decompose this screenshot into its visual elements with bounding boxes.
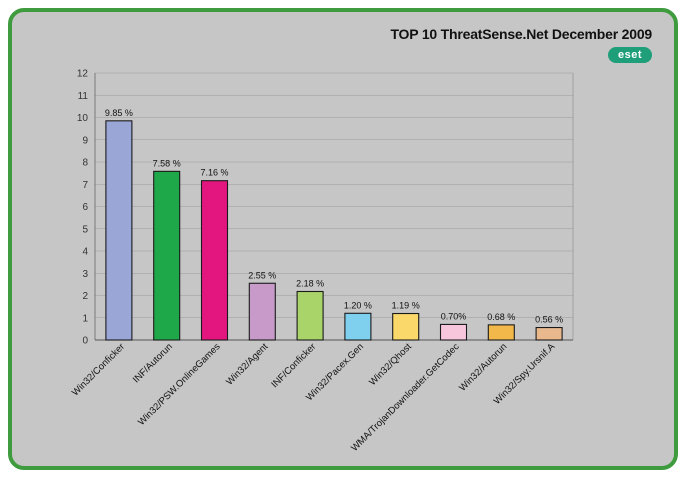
bar-value-label: 7.58 %: [153, 158, 181, 168]
x-tick-label: INF/Conficker: [269, 341, 318, 390]
bar-value-label: 2.55 %: [248, 270, 276, 280]
bar: [105, 120, 133, 341]
bar-value-label: 0.70%: [441, 311, 467, 321]
bar-value-label: 2.18 %: [296, 278, 324, 288]
bar: [344, 312, 372, 341]
bar: [487, 324, 515, 341]
y-tick-label: 2: [82, 291, 88, 302]
bar: [535, 326, 563, 341]
eset-logo: eset: [608, 47, 652, 63]
bar: [296, 290, 324, 341]
bar-value-label: 0.56 %: [535, 315, 563, 325]
x-tick-label: Win32/Qhost: [367, 341, 414, 388]
y-tick-label: 5: [82, 224, 88, 235]
chart-labels: 9.85 % Win32/Conficker 7.58 % INF/Autorun 7.…: [70, 108, 563, 454]
chart-bars: [105, 120, 563, 341]
y-tick-label: 4: [82, 247, 88, 258]
bar: [153, 170, 181, 341]
x-tick-label: WMA/TrojanDownloader.GetCodec: [349, 341, 462, 454]
x-tick-label: Win32/Conficker: [70, 341, 127, 398]
x-tick-label: INF/Autorun: [131, 341, 175, 385]
y-tick-label: 10: [77, 113, 89, 124]
chart-title: TOP 10 ThreatSense.Net December 2009: [390, 26, 652, 42]
x-tick-label: Win32/Autorun: [457, 341, 509, 393]
x-tick-label: Win32/Agent: [224, 341, 270, 387]
bar: [200, 180, 229, 341]
y-tick-label: 12: [77, 69, 89, 80]
y-tick-label: 6: [82, 202, 88, 213]
x-tick-label: Win32/PSW.OnlineGames: [136, 341, 223, 428]
bar-value-label: 9.85 %: [105, 108, 133, 118]
bar: [248, 282, 276, 341]
y-tick-label: 9: [82, 135, 88, 146]
bar-value-label: 7.16 %: [200, 168, 228, 178]
bar-value-label: 1.19 %: [392, 301, 420, 311]
bar: [392, 312, 420, 341]
y-tick-label: 0: [82, 336, 88, 347]
bar: [439, 323, 468, 341]
y-tick-label: 1: [82, 313, 88, 324]
y-tick-label: 8: [82, 158, 88, 169]
y-tick-label: 3: [82, 269, 88, 280]
y-tick-label: 11: [78, 91, 89, 102]
bar-value-label: 0.68 %: [487, 312, 515, 322]
bar-value-label: 1.20 %: [344, 300, 372, 310]
y-tick-label: 7: [82, 180, 88, 191]
